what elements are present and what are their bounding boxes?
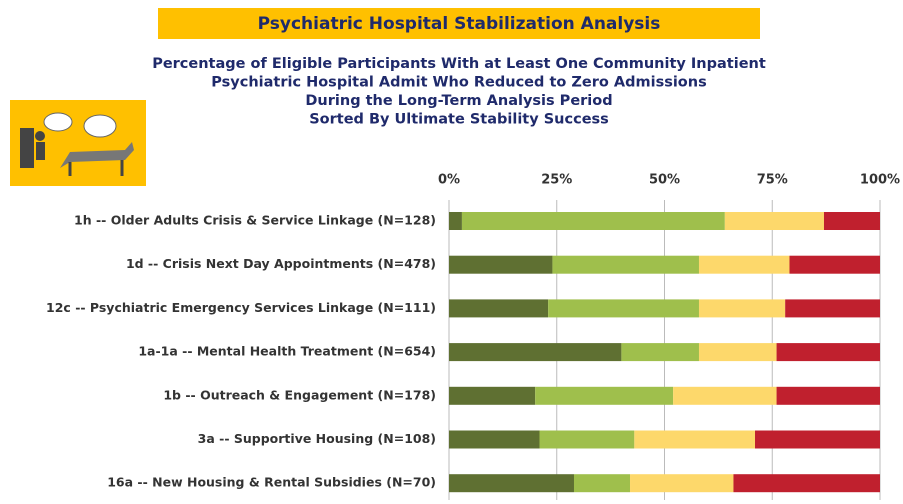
bar-segment	[724, 212, 824, 230]
bar-segment	[552, 255, 699, 274]
bar-segment	[789, 255, 880, 274]
y-tick-label: 1d -- Crisis Next Day Appointments (N=47…	[126, 256, 436, 271]
x-tick-label: 50%	[649, 173, 680, 188]
x-tick-label: 100%	[860, 173, 900, 188]
bar-segment	[449, 430, 540, 449]
bar-segment	[548, 299, 699, 318]
title-banner	[158, 8, 760, 39]
x-tick-label: 0%	[438, 173, 460, 188]
bar-segment	[573, 474, 631, 493]
bar-segment	[461, 212, 725, 230]
bar-segment	[698, 299, 786, 318]
bar-segment	[755, 430, 880, 449]
y-tick-label: 16a -- New Housing & Rental Subsidies (N…	[107, 475, 436, 490]
bar-segment	[698, 343, 777, 362]
bar-segment	[630, 474, 734, 493]
y-tick-label: 1a-1a -- Mental Health Treatment (N=654)	[138, 344, 436, 359]
y-tick-label: 1b -- Outreach & Engagement (N=178)	[163, 387, 436, 402]
icon	[10, 100, 146, 186]
bar-segment	[449, 255, 553, 274]
bar-segment	[449, 343, 622, 362]
bar-segment	[698, 255, 790, 274]
bar-segment	[634, 430, 756, 449]
y-tick-label: 3a -- Supportive Housing (N=108)	[198, 431, 436, 446]
subtitle: During the Long-Term Analysis Period	[305, 93, 612, 109]
bar-segment	[449, 299, 549, 318]
subtitle: Psychiatric Hospital Admit Who Reduced t…	[211, 75, 706, 91]
y-tick-label: 12c -- Psychiatric Emergency Services Li…	[46, 300, 436, 315]
x-tick-label: 25%	[541, 173, 572, 188]
bar-segment	[673, 386, 777, 405]
bar-segment	[449, 212, 462, 230]
subtitle: Percentage of Eligible Participants With…	[152, 56, 766, 72]
bar-segment	[449, 386, 536, 405]
bar-segment	[823, 212, 880, 230]
x-tick-label: 75%	[757, 173, 788, 188]
bar-segment	[535, 386, 674, 405]
bar-segment	[449, 474, 574, 493]
bar-segment	[776, 343, 880, 362]
bar-segment	[539, 430, 635, 449]
bar-segment	[733, 474, 880, 493]
y-tick-label: 1h -- Older Adults Crisis & Service Link…	[74, 213, 436, 228]
chart-title: Psychiatric Hospital Stabilization Analy…	[258, 14, 661, 34]
subtitle: Sorted By Ultimate Stability Success	[309, 112, 609, 128]
bar-segment	[785, 299, 880, 318]
bar-segment	[621, 343, 699, 362]
bar-segment	[776, 386, 880, 405]
